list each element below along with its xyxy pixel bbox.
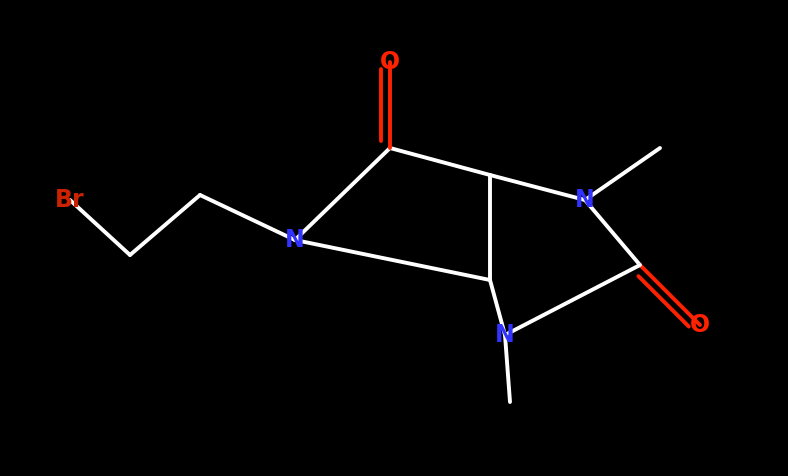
Text: O: O (690, 313, 710, 337)
Text: O: O (380, 50, 400, 74)
Text: N: N (285, 228, 305, 252)
Text: Br: Br (55, 188, 85, 212)
Text: N: N (575, 188, 595, 212)
Text: N: N (495, 323, 515, 347)
